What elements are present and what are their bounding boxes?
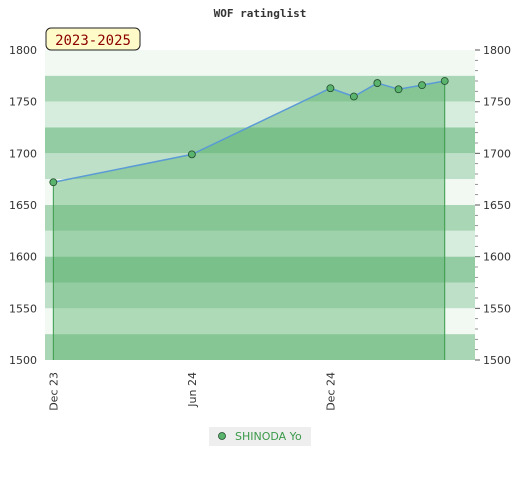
background-band [45, 334, 475, 360]
background-band [45, 205, 475, 231]
legend: SHINODA Yo [209, 427, 311, 446]
background-band [45, 101, 475, 128]
background-band [45, 230, 475, 257]
plot-area [49, 77, 449, 360]
y-tick-label-left: 1700 [9, 147, 37, 160]
series-point [349, 92, 358, 101]
series-point [326, 84, 335, 93]
background-band [45, 282, 475, 309]
y-tick-label-right: 1800 [483, 44, 511, 57]
y-tick-label-right: 1600 [483, 251, 511, 264]
background-band [45, 179, 475, 205]
series-point [394, 85, 403, 94]
y-tick-label-right: 1500 [483, 354, 511, 367]
period-badge: 2023-2025 [45, 27, 141, 51]
background-band [45, 50, 475, 76]
series-area [53, 81, 445, 360]
y-tick-label-left: 1600 [9, 251, 37, 264]
y-tick-label-right: 1550 [483, 302, 511, 315]
y-axis-left: 1500 1550 1600 1650 1700 1750 1800 [9, 44, 37, 367]
y-tick-label-left: 1650 [9, 199, 37, 212]
background-band [45, 127, 475, 154]
x-tick-label: Jun 24 [186, 372, 199, 408]
y-tick-label-left: 1550 [9, 302, 37, 315]
background-bands [45, 50, 475, 360]
y-axis-right: 1500 1550 1600 1650 1700 1750 1800 [475, 44, 511, 367]
y-tick-label-right: 1750 [483, 96, 511, 109]
legend-box [209, 427, 311, 446]
series-point [187, 150, 196, 159]
legend-marker [218, 432, 226, 440]
background-band [45, 308, 475, 335]
series-point [440, 77, 449, 85]
x-tick-label: Dec 24 [324, 372, 337, 411]
series-point [373, 79, 382, 87]
series-point [418, 81, 426, 90]
period-badge-text: 2023-2025 [55, 33, 131, 49]
period-badge-box [45, 27, 141, 51]
y-tick-label-left: 1750 [9, 96, 37, 109]
y-tick-label-left: 1800 [9, 44, 37, 57]
series-line [53, 80, 445, 184]
y-tick-label-right: 1650 [483, 199, 511, 212]
legend-label: SHINODA Yo [235, 430, 302, 443]
background-band [45, 153, 475, 180]
x-tick-label: Dec 23 [47, 372, 60, 411]
chart-title: WOF ratinglist [214, 7, 307, 20]
y-tick-label-right: 1700 [483, 147, 511, 160]
series-point [49, 178, 58, 187]
y-tick-label-left: 1500 [9, 354, 37, 367]
x-axis: Dec 23 Jun 24 Dec 24 [47, 372, 337, 411]
background-band [45, 256, 475, 283]
